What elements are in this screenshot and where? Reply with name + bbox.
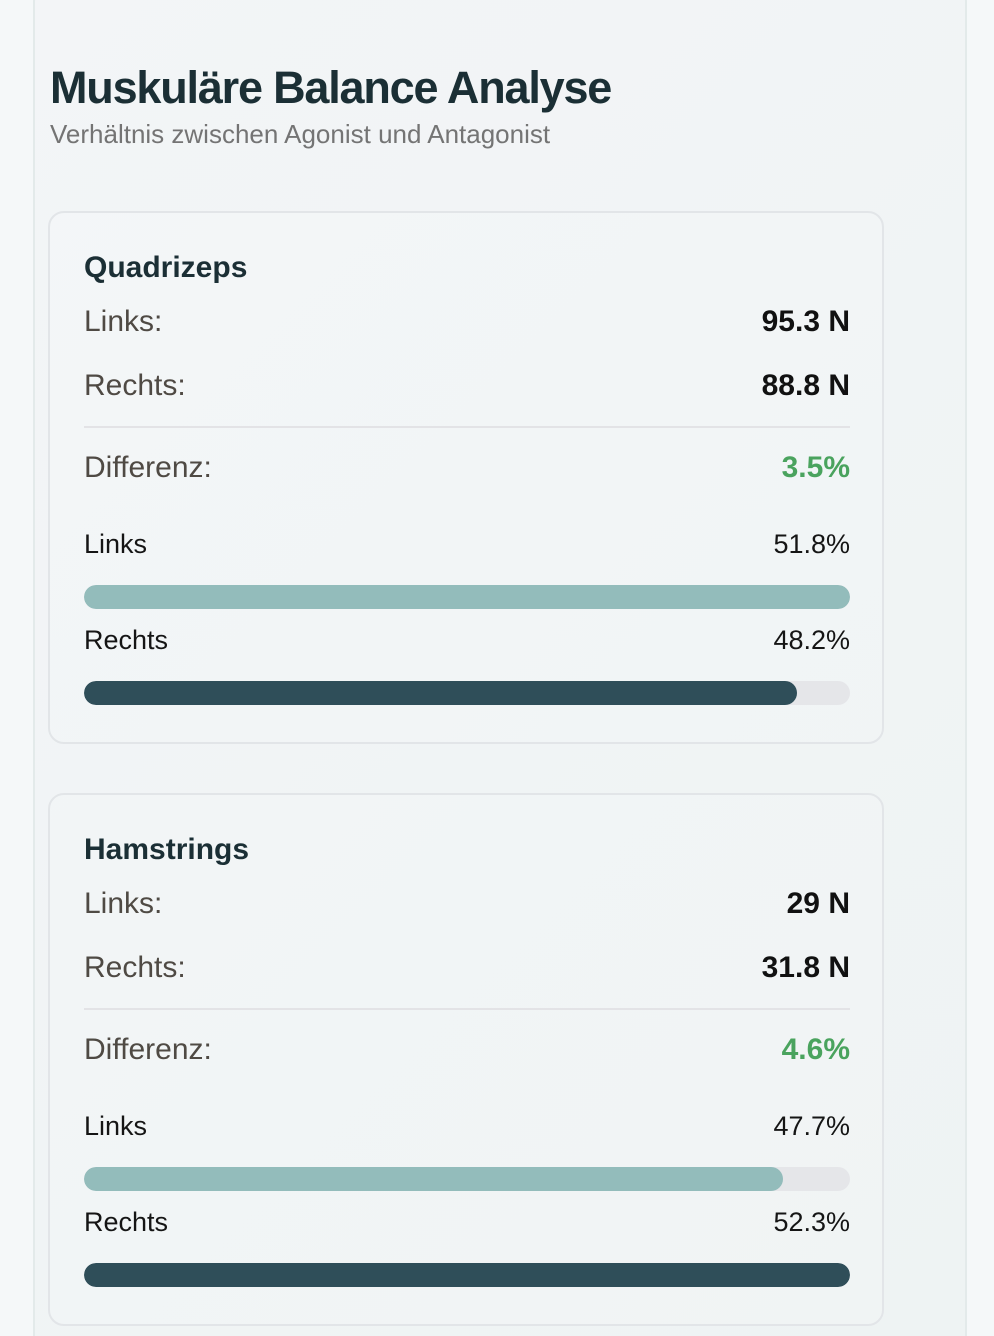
difference-row: Differenz: 3.5% (84, 451, 850, 485)
left-bar-track (84, 585, 850, 609)
left-bar-label: Links (84, 1111, 148, 1141)
left-force-value: 95.3 N (761, 305, 850, 338)
right-force-value: 31.8 N (761, 951, 850, 984)
right-force-label: Rechts: (84, 951, 186, 984)
muscle-title: Hamstrings (84, 833, 250, 866)
left-ratio-bar-block: Links 51.8% (84, 527, 850, 609)
right-bar-percent: 48.2% (773, 625, 850, 655)
left-bar-track (84, 1167, 850, 1191)
right-force-value: 88.8 N (761, 369, 850, 402)
page-subtitle: Verhältnis zwischen Agonist und Antagoni… (50, 119, 551, 149)
divider (84, 426, 850, 428)
difference-value: 3.5% (781, 451, 850, 484)
right-ratio-bar-block: Rechts 52.3% (84, 1205, 850, 1287)
left-bar-percent: 47.7% (773, 1111, 850, 1141)
right-force-row: Rechts: 31.8 N (84, 951, 850, 985)
left-force-row: Links: 95.3 N (84, 305, 850, 339)
right-force-row: Rechts: 88.8 N (84, 369, 850, 403)
difference-value: 4.6% (781, 1033, 850, 1066)
muscle-title: Quadrizeps (84, 251, 248, 284)
muscle-card-hamstrings: Hamstrings Links: 29 N Rechts: 31.8 N Di… (48, 793, 884, 1326)
right-bar-fill (84, 1263, 850, 1287)
difference-label: Differenz: (84, 451, 212, 484)
muscle-card-quadrizeps: Quadrizeps Links: 95.3 N Rechts: 88.8 N … (48, 211, 884, 744)
right-bar-track (84, 1263, 850, 1287)
right-bar-fill (84, 681, 797, 705)
right-bar-label: Rechts (84, 625, 169, 655)
right-bar-percent: 52.3% (773, 1207, 850, 1237)
balance-analysis-card (33, 0, 967, 1336)
left-force-row: Links: 29 N (84, 887, 850, 921)
right-ratio-bar-block: Rechts 48.2% (84, 623, 850, 705)
left-force-value: 29 N (786, 887, 850, 920)
left-bar-percent: 51.8% (773, 529, 850, 559)
left-bar-fill (84, 1167, 783, 1191)
header: Muskuläre Balance Analyse Verhältnis zwi… (50, 62, 612, 150)
left-force-label: Links: (84, 887, 163, 920)
left-bar-label: Links (84, 529, 148, 559)
right-bar-label: Rechts (84, 1207, 169, 1237)
left-bar-fill (84, 585, 850, 609)
page-title: Muskuläre Balance Analyse (50, 62, 612, 113)
right-bar-track (84, 681, 850, 705)
right-force-label: Rechts: (84, 369, 186, 402)
divider (84, 1008, 850, 1010)
left-force-label: Links: (84, 305, 163, 338)
difference-row: Differenz: 4.6% (84, 1033, 850, 1067)
left-ratio-bar-block: Links 47.7% (84, 1109, 850, 1191)
difference-label: Differenz: (84, 1033, 212, 1066)
